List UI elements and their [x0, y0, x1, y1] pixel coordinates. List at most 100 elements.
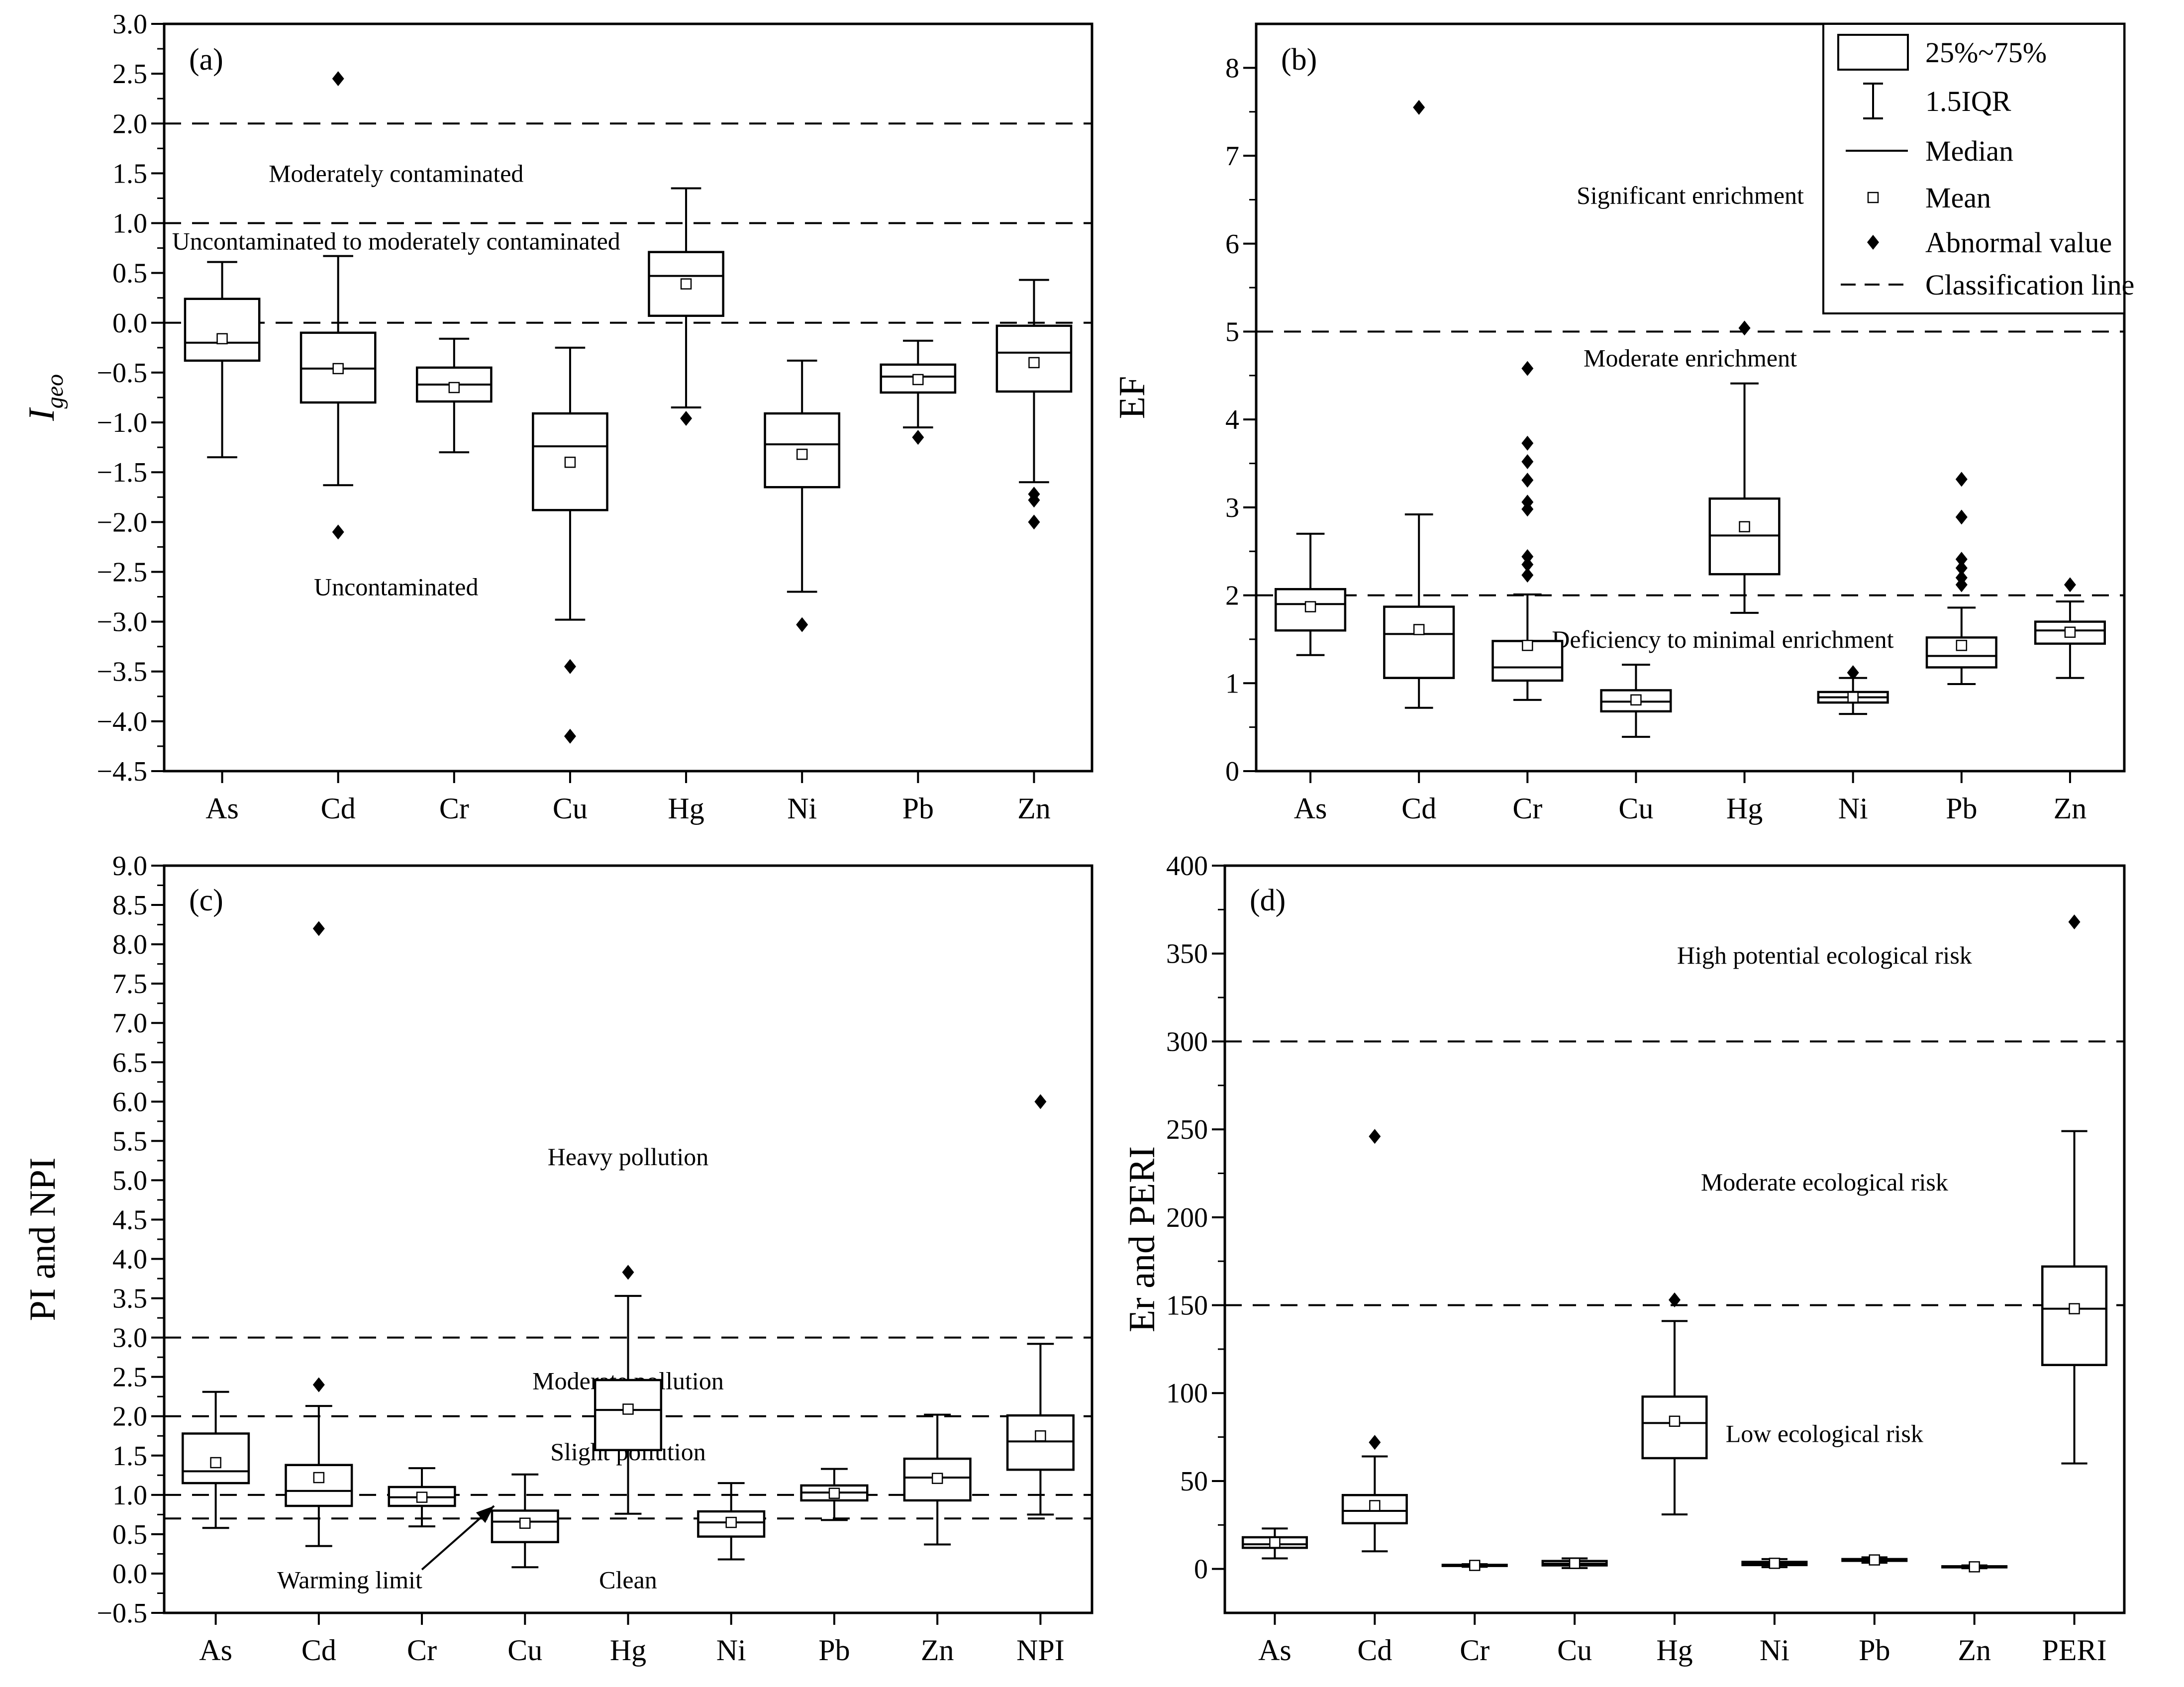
- outlier-point: [564, 659, 576, 674]
- outlier-point: [312, 921, 325, 936]
- mean-marker: [210, 1457, 221, 1469]
- mean-marker: [1630, 694, 1642, 706]
- outlier-point: [1669, 1292, 1681, 1307]
- mean-marker: [216, 333, 228, 345]
- x-category-label: Hg: [1726, 792, 1763, 825]
- x-category-label: Hg: [1656, 1634, 1692, 1667]
- box-As: [1241, 1527, 1308, 1560]
- mean-marker: [564, 456, 576, 468]
- x-category-label: As: [199, 1634, 232, 1667]
- y-tick-label: 7.0: [112, 1008, 147, 1039]
- y-tick-label: 8.5: [112, 890, 147, 921]
- legend-label: 1.5IQR: [1925, 85, 2011, 117]
- x-category-label: As: [1294, 792, 1327, 825]
- mean-marker: [1869, 1554, 1881, 1566]
- x-category-label: Ni: [716, 1634, 746, 1667]
- y-tick-label: 0.5: [112, 1519, 147, 1550]
- box-As: [184, 261, 261, 459]
- box-NPI: [1006, 1094, 1075, 1516]
- zone-label: Warming limit: [277, 1566, 422, 1594]
- zone-label: Moderate ecological risk: [1701, 1168, 1948, 1196]
- y-tick-label: 7.5: [112, 969, 147, 999]
- panel-label: (a): [189, 43, 223, 77]
- y-tick-label: −0.5: [97, 358, 147, 389]
- y-tick-label: 5.0: [112, 1165, 147, 1196]
- legend-label: Median: [1925, 135, 2013, 167]
- legend-label: Abnormal value: [1925, 226, 2112, 259]
- legend-frame: [1822, 23, 2125, 314]
- box-Pb: [1925, 472, 1997, 686]
- legend-outlier-swatch: [1867, 235, 1879, 250]
- y-tick-label: 6: [1225, 229, 1239, 260]
- box-PERI: [2041, 914, 2108, 1465]
- zone-label: High potential ecological risk: [1677, 941, 1972, 969]
- mean-marker: [416, 1491, 428, 1503]
- y-tick-label: −2.5: [97, 557, 147, 588]
- panel-b: 0 1 2 3 4 5 6 7 8 As Cd Cr Cu Hg Ni Pb Zn (b) EF Significan…: [1112, 22, 2126, 825]
- y-tick-label: 2: [1225, 581, 1239, 611]
- mean-marker: [1669, 1415, 1681, 1427]
- box-As: [182, 1390, 250, 1529]
- outlier-point: [2068, 914, 2081, 930]
- iqr-box: [184, 298, 261, 362]
- box-Cr: [388, 1467, 456, 1528]
- panel-label: (b): [1281, 43, 1317, 77]
- y-tick-label: 4.5: [112, 1204, 147, 1235]
- mean-marker: [1035, 1430, 1046, 1442]
- panel-d: 400 350 300 250 200 150 100 50 0 As Cd Cr Cu Hg Ni Pb Zn…: [1122, 851, 2126, 1667]
- y-tick-label: −4.5: [97, 756, 147, 787]
- y-axis-title: Er and PERI: [1122, 1146, 1163, 1332]
- y-tick-label: 3.0: [112, 1323, 147, 1354]
- mean-marker: [519, 1517, 531, 1529]
- y-tick-label: 1.0: [112, 1480, 147, 1511]
- y-tick-label: 100: [1166, 1378, 1208, 1409]
- outlier-point: [1955, 472, 1968, 487]
- y-tick-label: 7: [1225, 141, 1239, 172]
- x-category-label: Pb: [1946, 792, 1977, 825]
- outlier-point: [312, 1377, 325, 1392]
- y-axis-title: Igeo: [21, 374, 68, 421]
- outlier-point: [1521, 473, 1534, 488]
- box-Ni: [1741, 1558, 1808, 1569]
- x-category-label: Hg: [668, 792, 704, 825]
- box-Ni: [1817, 665, 1889, 715]
- mean-marker: [828, 1488, 840, 1499]
- x-category-label: Pb: [902, 792, 934, 825]
- panel-c: 9.0 8.5 8.0 7.5 7.0 6.5 6.0 5.5 5.0 4.5 4.0 3.5 3.0 2…: [22, 851, 1093, 1667]
- y-tick-label: 6.0: [112, 1087, 147, 1117]
- mean-marker: [725, 1516, 737, 1528]
- outlier-point: [1369, 1435, 1381, 1450]
- y-tick-label: 300: [1166, 1026, 1208, 1057]
- y-axis-title-sub: geo: [42, 374, 68, 408]
- outlier-point: [1521, 435, 1534, 451]
- mean-marker: [1269, 1537, 1281, 1548]
- box-Cr: [415, 337, 493, 454]
- x-category-label: As: [205, 792, 239, 825]
- y-tick-label: 8: [1225, 53, 1239, 84]
- zone-label: Low ecological risk: [1726, 1420, 1923, 1448]
- outlier-point: [622, 1265, 634, 1280]
- y-tick-label: 1: [1225, 668, 1239, 699]
- outlier-point: [1034, 1094, 1047, 1109]
- x-category-label: NPI: [1016, 1634, 1065, 1667]
- outlier-point: [1521, 501, 1534, 517]
- iqr-box: [532, 412, 608, 511]
- x-category-label: Cr: [1460, 1634, 1489, 1667]
- y-tick-label: −1.0: [97, 407, 147, 438]
- y-tick-label: 3: [1225, 493, 1239, 523]
- y-tick-label: 0: [1194, 1554, 1208, 1585]
- plot-frame: [1255, 22, 2126, 773]
- outlier-point: [1028, 514, 1040, 530]
- y-tick-label: 2.5: [112, 59, 147, 90]
- x-category-label: As: [1258, 1634, 1291, 1667]
- y-axis-title-main: I: [21, 407, 62, 421]
- x-category-label: Zn: [1017, 792, 1051, 825]
- mean-marker: [2064, 626, 2076, 638]
- mean-marker: [1847, 692, 1859, 703]
- mean-marker: [680, 278, 692, 290]
- x-category-label: Cr: [407, 1634, 437, 1667]
- outlier-point: [2064, 577, 2076, 593]
- x-category-label: Pb: [1859, 1634, 1890, 1667]
- box-Hg: [648, 187, 724, 426]
- x-category-label: Ni: [1838, 792, 1868, 825]
